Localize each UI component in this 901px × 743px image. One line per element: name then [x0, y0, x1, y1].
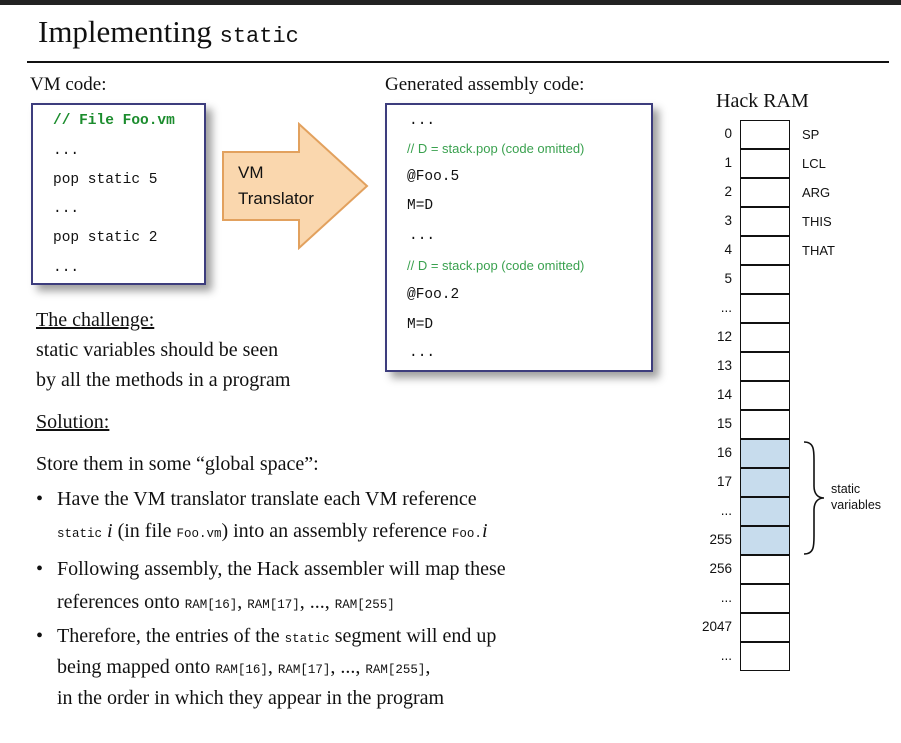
vm-code-line: pop static 2	[53, 230, 158, 246]
static-label-1: static	[831, 482, 861, 496]
bullet-icon: •	[36, 488, 44, 510]
ram-register-label: ARG	[802, 185, 831, 200]
ram-register-label: SP	[802, 127, 820, 142]
ram-cell	[740, 265, 790, 294]
ram-cell	[740, 352, 790, 381]
ram-cell	[740, 323, 790, 352]
asm-comment: // D = stack.pop (code omitted)	[407, 141, 585, 156]
ram-cell	[740, 584, 790, 613]
top-bar	[0, 0, 901, 5]
challenge-heading: The challenge:	[36, 309, 155, 331]
ram-index: ...	[720, 590, 732, 605]
translator-label-1: VM	[238, 163, 264, 182]
ram-register-label: THIS	[802, 214, 832, 229]
solution-heading: Solution:	[36, 411, 110, 433]
assembly-code-box: ... // D = stack.pop (code omitted) @Foo…	[385, 103, 653, 372]
title-rule	[27, 61, 889, 63]
bullet-1-line-2: static i (in file Foo.vm) into an assemb…	[57, 520, 488, 542]
asm-line: ...	[409, 228, 436, 244]
asm-line: @Foo.5	[407, 169, 460, 185]
ram-index: 15	[716, 416, 732, 431]
ram-index: 1	[724, 155, 732, 170]
challenge-line-1: static variables should be seen	[36, 339, 279, 361]
bullet-3-line-2: being mapped onto RAM[16], RAM[17], ...,…	[57, 656, 431, 678]
title-text: Implementing	[38, 14, 212, 49]
bullet-3-line-3: in the order in which they appear in the…	[57, 687, 445, 709]
ram-index: ...	[720, 503, 732, 518]
vm-code-line: pop static 5	[53, 172, 158, 188]
ram-index: 16	[716, 445, 732, 460]
ram-cell	[740, 642, 790, 671]
bullet-icon: •	[36, 558, 44, 580]
asm-comment: // D = stack.pop (code omitted)	[407, 258, 585, 273]
asm-line: M=D	[407, 317, 434, 333]
ram-index: ...	[720, 648, 732, 663]
ram-cell	[740, 526, 790, 555]
slide-title: Implementing static	[38, 14, 299, 50]
ram-index: 4	[724, 242, 732, 257]
ram-index: 5	[724, 271, 732, 286]
vm-code-line: ...	[53, 201, 80, 217]
vm-code-line: // File Foo.vm	[53, 113, 175, 129]
ram-cell	[740, 149, 790, 178]
ram-index: 12	[716, 329, 732, 344]
ram-index: 2	[724, 184, 732, 199]
ram-cell	[740, 439, 790, 468]
static-brace-icon	[803, 441, 825, 555]
ram-cell	[740, 410, 790, 439]
ram-cell	[740, 613, 790, 642]
ram-index: 256	[709, 561, 732, 576]
ram-index: 17	[716, 474, 732, 489]
ram-index: 13	[716, 358, 732, 373]
ram-cell	[740, 120, 790, 149]
ram-index: ...	[720, 300, 732, 315]
static-label-2: variables	[831, 498, 882, 512]
vm-code-label: VM code:	[30, 74, 107, 95]
ram-register-label: LCL	[802, 156, 826, 171]
bullet-icon: •	[36, 625, 44, 647]
ram-index: 0	[724, 126, 732, 141]
ram-index: 3	[724, 213, 732, 228]
vm-code-box: // File Foo.vm ... pop static 5 ... pop …	[31, 103, 206, 285]
vm-code-line: ...	[53, 143, 80, 159]
ram-cell	[740, 497, 790, 526]
bullet-3-line-1: Therefore, the entries of the static seg…	[57, 625, 497, 647]
ram-index: 14	[716, 387, 732, 402]
asm-line: M=D	[407, 198, 434, 214]
ram-title: Hack RAM	[716, 90, 809, 112]
solution-intro: Store them in some “global space”:	[36, 453, 319, 475]
vm-code-line: ...	[53, 260, 80, 276]
ram-index: 255	[709, 532, 732, 547]
bullet-1-line-1: Have the VM translator translate each VM…	[57, 488, 477, 510]
bullet-2-line-1: Following assembly, the Hack assembler w…	[57, 558, 506, 580]
challenge-line-2: by all the methods in a program	[36, 369, 291, 391]
ram-cell	[740, 468, 790, 497]
title-code: static	[219, 24, 299, 49]
ram-cell	[740, 555, 790, 584]
ram-cell	[740, 236, 790, 265]
asm-line: @Foo.2	[407, 287, 460, 303]
ram-cell	[740, 381, 790, 410]
ram-cell	[740, 207, 790, 236]
bullet-2-line-2: references onto RAM[16], RAM[17], ..., R…	[57, 591, 395, 613]
ram-register-label: THAT	[802, 243, 835, 258]
translator-arrow-icon	[222, 122, 369, 250]
ram-cell	[740, 178, 790, 207]
ram-cell	[740, 294, 790, 323]
translator-label-2: Translator	[238, 189, 314, 208]
asm-line: ...	[409, 113, 436, 129]
assembly-code-label: Generated assembly code:	[385, 74, 585, 95]
asm-line: ...	[409, 345, 436, 361]
ram-index: 2047	[701, 619, 732, 634]
